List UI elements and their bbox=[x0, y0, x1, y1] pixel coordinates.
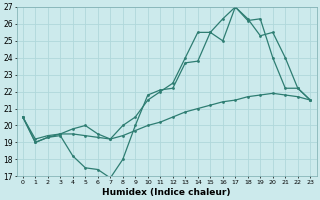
X-axis label: Humidex (Indice chaleur): Humidex (Indice chaleur) bbox=[102, 188, 231, 197]
